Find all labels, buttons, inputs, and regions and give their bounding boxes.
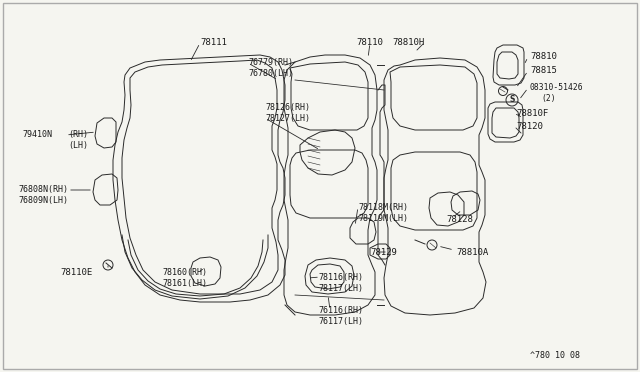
Text: 76116(RH): 76116(RH) xyxy=(318,306,363,315)
Text: 78128: 78128 xyxy=(446,215,473,224)
Text: 78111: 78111 xyxy=(200,38,227,47)
Text: 76117(LH): 76117(LH) xyxy=(318,317,363,326)
Text: 78116(RH): 78116(RH) xyxy=(318,273,363,282)
Text: 78126(RH): 78126(RH) xyxy=(265,103,310,112)
Text: 78129: 78129 xyxy=(370,248,397,257)
Text: 08310-51426: 08310-51426 xyxy=(530,83,584,92)
Text: 78118M(RH): 78118M(RH) xyxy=(358,203,408,212)
Text: 78815: 78815 xyxy=(530,66,557,75)
Text: 78810F: 78810F xyxy=(516,109,548,118)
Text: 79410N: 79410N xyxy=(22,130,52,139)
Text: 78810A: 78810A xyxy=(456,248,488,257)
Text: ^780 10 08: ^780 10 08 xyxy=(530,351,580,360)
Text: 78810H: 78810H xyxy=(392,38,424,47)
Text: 78127(LH): 78127(LH) xyxy=(265,114,310,123)
Text: 76808N(RH): 76808N(RH) xyxy=(18,185,68,194)
Text: 76809N(LH): 76809N(LH) xyxy=(18,196,68,205)
Text: 78110: 78110 xyxy=(356,38,383,47)
Text: 78810: 78810 xyxy=(530,52,557,61)
Text: (LH): (LH) xyxy=(68,141,88,150)
Text: S: S xyxy=(509,96,515,105)
Text: 78120: 78120 xyxy=(516,122,543,131)
Text: 78117(LH): 78117(LH) xyxy=(318,284,363,293)
Text: 78119M(LH): 78119M(LH) xyxy=(358,214,408,223)
Text: 78161(LH): 78161(LH) xyxy=(162,279,207,288)
Text: 78160(RH): 78160(RH) xyxy=(162,268,207,277)
Text: 76779(RH): 76779(RH) xyxy=(248,58,293,67)
Text: (RH): (RH) xyxy=(68,130,88,139)
Text: (2): (2) xyxy=(541,94,556,103)
Text: 78110E: 78110E xyxy=(60,268,92,277)
Text: 76780(LH): 76780(LH) xyxy=(248,69,293,78)
